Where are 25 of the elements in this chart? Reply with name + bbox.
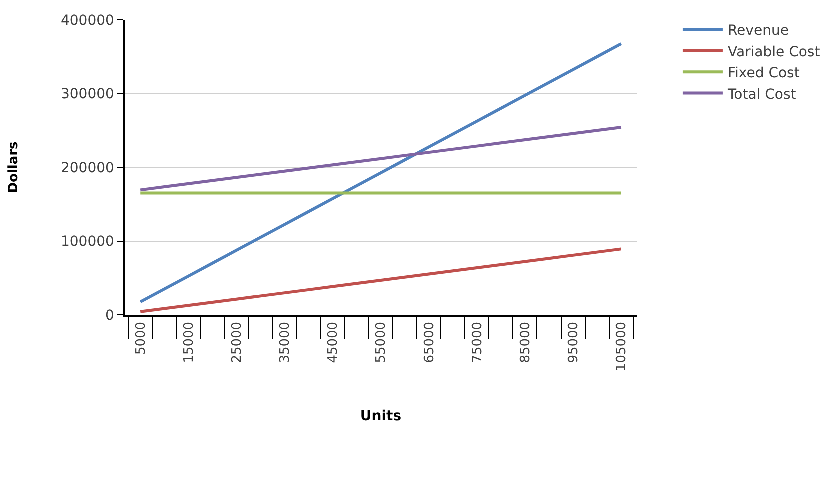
y-tick-label: 200000	[60, 160, 114, 176]
y-tick-label: 400000	[60, 12, 114, 29]
y-axis-title: Dollars	[6, 141, 22, 194]
y-tick-label: 300000	[60, 86, 114, 103]
x-axis-title: Units	[360, 408, 402, 424]
x-tick-label: 25000	[230, 322, 245, 364]
x-tick-label: 105000	[614, 322, 630, 372]
x-tick-label: 95000	[566, 322, 582, 364]
x-tick-label: 45000	[326, 322, 342, 364]
x-tick-label: 85000	[518, 322, 534, 364]
legend-label: Fixed Cost	[728, 66, 800, 82]
y-tick-label: 100000	[60, 234, 114, 250]
x-tick-label: 55000	[374, 322, 390, 364]
legend-label: Variable Cost	[728, 44, 821, 60]
x-tick-label: 15000	[182, 322, 197, 364]
x-tick-label: 5000	[134, 322, 149, 356]
line-series	[139, 248, 623, 314]
line-series	[139, 126, 623, 192]
x-tick-label: 35000	[278, 322, 294, 364]
legend-label: Total Cost	[726, 86, 797, 103]
y-tick-label: 0	[106, 308, 114, 324]
x-tick-label: 65000	[422, 322, 438, 364]
line-series	[139, 42, 623, 304]
legend-label: Revenue	[728, 23, 789, 40]
x-tick-label: 75000	[470, 322, 486, 364]
